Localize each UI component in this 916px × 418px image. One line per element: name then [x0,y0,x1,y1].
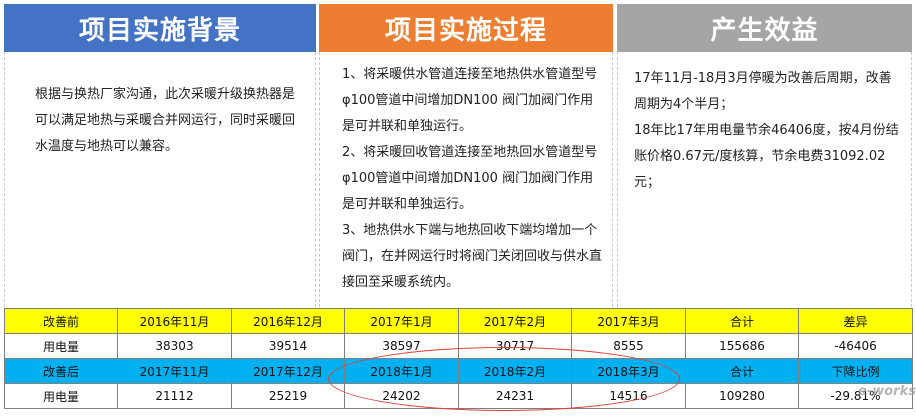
table-cell: 2017年1月 [344,308,459,334]
table-row-before-values: 用电量 38303 39514 38597 30717 8555 155686 … [4,333,913,359]
table-cell: 24202 [344,383,459,409]
table-cell: 下降比例 [798,358,913,384]
table-cell: 2018年2月 [458,358,572,384]
process-step-1: 1、将采暖供水管道连接至地热供水管道型号φ100管道中间增加DN100 阀门加阀… [342,67,598,134]
table-cell: 38597 [344,333,459,359]
table-cell: 用电量 [4,333,118,359]
table-cell: 155686 [685,333,799,359]
table-cell: 25219 [231,383,345,409]
watermark-logo: e-works [858,384,916,399]
table-cell: 2017年3月 [571,308,686,334]
table-cell: 39514 [231,333,345,359]
table-row-after-values: 用电量 21112 25219 24202 24231 14516 109280… [4,383,913,409]
electricity-comparison-table: 改善前 2016年11月 2016年12月 2017年1月 2017年2月 20… [4,308,913,409]
table-cell: 8555 [571,333,686,359]
table-cell: -46406 [798,333,913,359]
process-step-3: 3、地热供水下端与地热回收下端均增加一个阀门，在并网运行时将阀门关闭回收与供水直… [342,223,603,290]
table-cell: 差异 [798,308,913,334]
benefit-line-2: 18年比17年用电量节余46406度，按4月份结账价格0.67元/度核算，节余电… [634,123,899,190]
table-cell: 2018年1月 [344,358,459,384]
table-cell: 合计 [685,308,799,334]
table-cell: 2016年11月 [117,308,232,334]
table-header-row-after: 改善后 2017年11月 2017年12月 2018年1月 2018年2月 20… [4,358,913,384]
table-cell: 用电量 [4,383,118,409]
table-cell: 合计 [685,358,799,384]
table-cell: 2017年11月 [117,358,232,384]
table-cell: 2016年12月 [231,308,345,334]
table-cell: 24231 [458,383,572,409]
table-header-row-before: 改善前 2016年11月 2016年12月 2017年1月 2017年2月 20… [4,308,913,334]
process-panel: 1、将采暖供水管道连接至地热供水管道型号φ100管道中间增加DN100 阀门加阀… [319,52,613,307]
table-cell: -29.81% [798,383,913,409]
process-step-2: 2、将采暖回收管道连接至地热回水管道型号φ100管道中间增加DN100 阀门加阀… [342,145,598,212]
table-cell: 38303 [117,333,232,359]
table-cell: 改善前 [4,308,118,334]
background-panel: 根据与换热厂家沟通，此次采暖升级换热器是可以满足地热与采暖合并网运行，同时采暖回… [4,52,316,307]
table-cell: 30717 [458,333,572,359]
table-cell: 2017年12月 [231,358,345,384]
header-benefit: 产生效益 [617,4,912,52]
table-cell: 109280 [685,383,799,409]
header-process: 项目实施过程 [319,4,613,52]
table-cell: 14516 [571,383,686,409]
table-cell: 2017年2月 [458,308,572,334]
header-background: 项目实施背景 [4,4,316,52]
benefit-line-1: 17年11月-18月3月停暖为改善后周期，改善周期为4个半月； [634,71,892,112]
table-cell: 改善后 [4,358,118,384]
table-cell: 2018年3月 [571,358,686,384]
background-text: 根据与换热厂家沟通，此次采暖升级换热器是可以满足地热与采暖合并网运行，同时采暖回… [35,87,296,154]
table-cell: 21112 [117,383,232,409]
benefit-panel: 17年11月-18月3月停暖为改善后周期，改善周期为4个半月； 18年比17年用… [617,52,912,307]
